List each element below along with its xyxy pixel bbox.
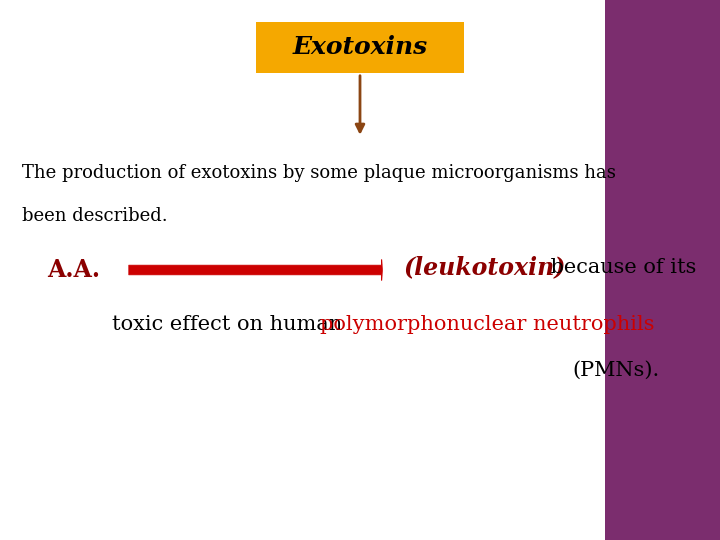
Text: (PMNs).: (PMNs). <box>572 360 660 380</box>
Text: Exotoxins: Exotoxins <box>292 35 428 59</box>
Text: been described.: been described. <box>22 207 167 225</box>
Text: toxic effect on human: toxic effect on human <box>112 314 348 334</box>
FancyBboxPatch shape <box>605 0 720 540</box>
Text: polymorphonuclear neutrophils: polymorphonuclear neutrophils <box>320 314 655 334</box>
Text: because of its: because of its <box>544 258 696 277</box>
Text: (leukotoxin): (leukotoxin) <box>403 255 566 279</box>
Text: A.A.: A.A. <box>47 258 100 282</box>
Text: The production of exotoxins by some plaque microorganisms has: The production of exotoxins by some plaq… <box>22 164 616 182</box>
FancyBboxPatch shape <box>256 22 464 73</box>
